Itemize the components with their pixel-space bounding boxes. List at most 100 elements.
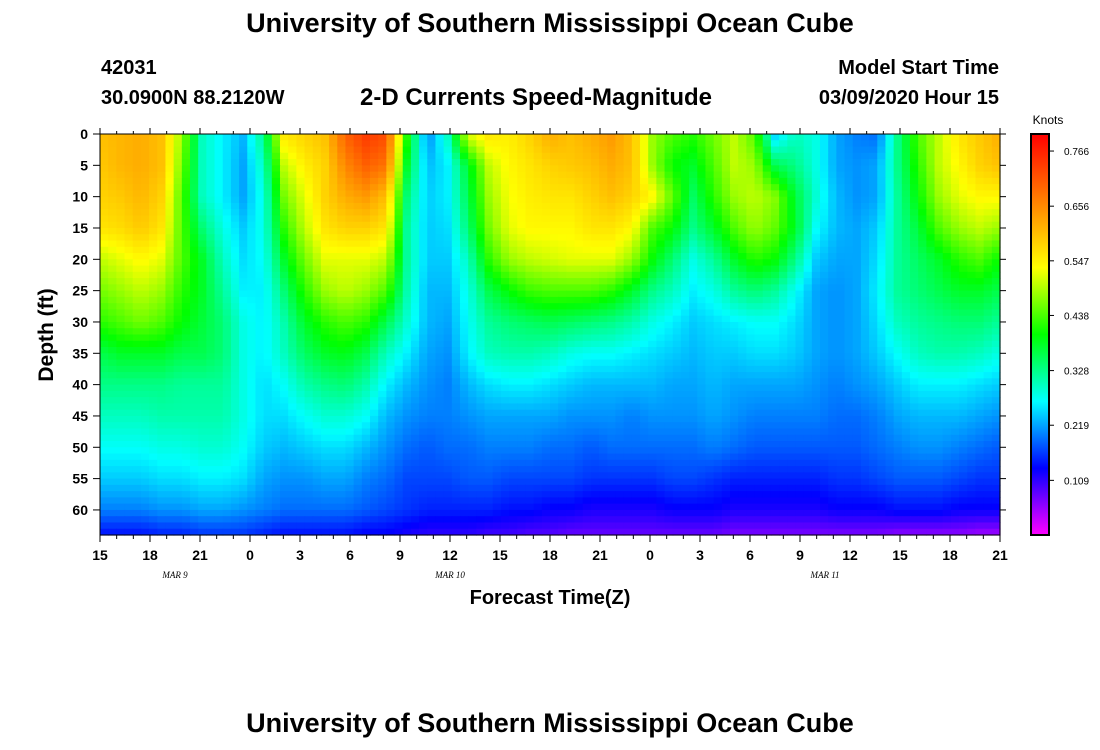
heatmap-cell [100, 159, 109, 166]
heatmap-cell [631, 359, 641, 367]
heatmap-cell [730, 265, 739, 273]
heatmap-cell [550, 321, 559, 329]
heatmap-cell [517, 403, 527, 411]
heatmap-cell [566, 378, 576, 386]
heatmap-cell [173, 140, 183, 148]
heatmap-cell [296, 372, 306, 379]
heatmap-cell [852, 296, 862, 304]
heatmap-cell [247, 234, 257, 242]
heatmap-cell [983, 409, 993, 417]
heatmap-cell [713, 221, 723, 229]
heatmap-cell [893, 134, 903, 141]
heatmap-cell [361, 215, 371, 223]
heatmap-cell [664, 259, 674, 267]
heatmap-cell [623, 296, 633, 304]
heatmap-cell [386, 190, 396, 198]
heatmap-cell [443, 265, 453, 273]
heatmap-cell [198, 353, 207, 361]
heatmap-cell [157, 152, 167, 160]
heatmap-cell [680, 265, 690, 273]
heatmap-cell [206, 378, 216, 386]
heatmap-cell [296, 240, 306, 248]
heatmap-cell [869, 259, 878, 267]
heatmap-cell [672, 409, 682, 417]
heatmap-cell [942, 334, 952, 342]
heatmap-cell [492, 234, 502, 242]
heatmap-cell [451, 359, 461, 367]
heatmap-cell [918, 347, 927, 354]
heatmap-cell [443, 296, 453, 304]
heatmap-cell [599, 397, 608, 405]
heatmap-cell [140, 146, 150, 154]
heatmap-cell [378, 328, 387, 336]
heatmap-cell [983, 159, 993, 166]
heatmap-cell [271, 278, 281, 285]
heatmap-cell [983, 265, 993, 273]
heatmap-cell [623, 309, 633, 317]
heatmap-cell [811, 146, 821, 154]
heatmap-cell [419, 415, 428, 423]
heatmap-cell [329, 309, 338, 317]
heatmap-cell [770, 221, 780, 229]
heatmap-cell [181, 353, 191, 361]
heatmap-cell [157, 390, 167, 398]
heatmap-cell [705, 177, 715, 185]
heatmap-cell [779, 159, 788, 166]
heatmap-cell [304, 359, 314, 367]
heatmap-cell [132, 134, 142, 141]
heatmap-cell [492, 140, 502, 148]
heatmap-cell [345, 409, 355, 417]
heatmap-cell [664, 271, 674, 279]
heatmap-cell [615, 378, 625, 386]
heatmap-cell [247, 340, 257, 348]
heatmap-cell [959, 284, 968, 292]
heatmap-cell [320, 259, 330, 267]
heatmap-cell [623, 397, 633, 405]
heatmap-cell [206, 240, 216, 248]
heatmap-cell [280, 384, 289, 392]
heatmap-cell [157, 359, 167, 367]
heatmap-cell [460, 234, 469, 242]
heatmap-cell [509, 140, 518, 148]
heatmap-cell [288, 140, 297, 148]
heatmap-cell [451, 290, 461, 298]
heatmap-cell [492, 409, 502, 417]
heatmap-cell [721, 196, 731, 204]
heatmap-cell [705, 359, 715, 367]
heatmap-cell [574, 146, 584, 154]
heatmap-cell [165, 221, 175, 229]
heatmap-cell [296, 221, 306, 229]
heatmap-cell [803, 359, 813, 367]
heatmap-cell [312, 347, 322, 354]
heatmap-cell [124, 315, 134, 323]
heatmap-cell [713, 384, 723, 392]
heatmap-cell [672, 359, 682, 367]
heatmap-cell [181, 328, 191, 336]
heatmap-cell [280, 347, 289, 354]
heatmap-cell [738, 309, 747, 317]
heatmap-cell [664, 290, 674, 298]
heatmap-cell [795, 334, 805, 342]
heatmap-cell [599, 253, 608, 260]
heatmap-cell [271, 209, 281, 217]
heatmap-cell [460, 165, 469, 173]
heatmap-cell [288, 303, 297, 311]
heatmap-cell [443, 284, 453, 292]
heatmap-cell [149, 146, 158, 154]
heatmap-cell [337, 240, 347, 248]
heatmap-cell [615, 196, 625, 204]
heatmap-cell [329, 234, 338, 242]
heatmap-cell [975, 240, 985, 248]
heatmap-cell [312, 215, 322, 223]
heatmap-cell [198, 202, 207, 210]
heatmap-cell [320, 209, 330, 217]
heatmap-cell [942, 190, 952, 198]
heatmap-cell [550, 202, 559, 210]
heatmap-cell [959, 140, 968, 148]
heatmap-cell [378, 234, 387, 242]
heatmap-cell [157, 159, 167, 166]
heatmap-cell [852, 284, 862, 292]
heatmap-cell [165, 209, 175, 217]
heatmap-cell [672, 397, 682, 405]
heatmap-cell [844, 359, 854, 367]
